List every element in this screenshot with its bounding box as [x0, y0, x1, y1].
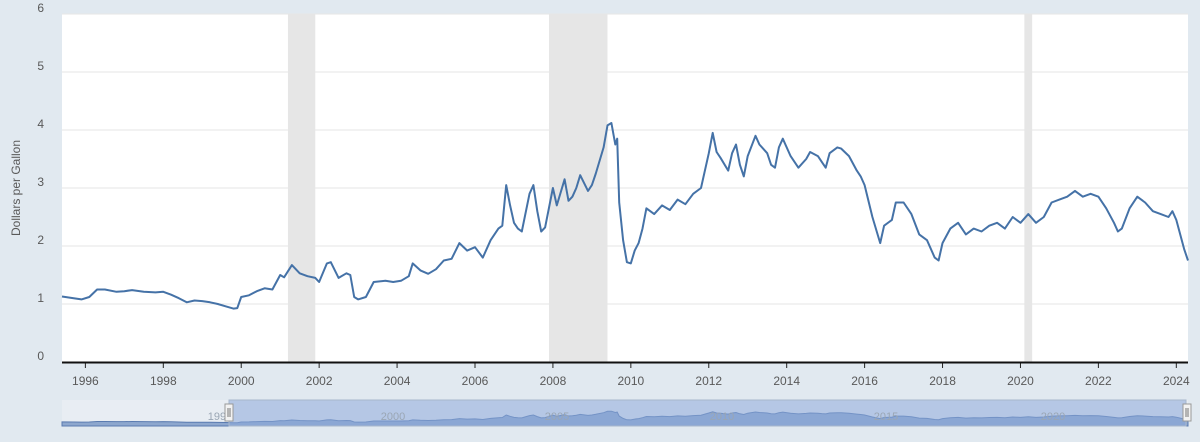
x-tick-label: 2006	[462, 374, 489, 388]
navigator-right-handle[interactable]	[1182, 403, 1192, 422]
y-axis-title: Dollars per Gallon	[9, 140, 23, 236]
y-tick-label: 2	[37, 233, 44, 247]
y-gridlines	[62, 13, 1188, 305]
series-line	[61, 122, 1189, 310]
navigator-year-label: 2000	[381, 411, 405, 423]
navigator-year-labels: 1995 2000 2005 2010 2015 2020	[208, 411, 1065, 423]
y-tick-label: 3	[37, 175, 44, 189]
navigator-year-label: 2015	[874, 411, 898, 423]
navigator-year-label: 2010	[710, 411, 734, 423]
x-axis-ticks: 1996 1998 2000 2002 2004 2006 2008 2010 2012 2014…	[72, 362, 1190, 388]
x-tick-label: 2022	[1085, 374, 1112, 388]
y-tick-label: 5	[37, 59, 44, 73]
y-tick-label: 1	[37, 291, 44, 305]
x-tick-label: 1996	[72, 374, 99, 388]
x-tick-label: 2010	[617, 374, 644, 388]
x-tick-label: 2016	[851, 374, 878, 388]
y-tick-label: 6	[37, 1, 44, 15]
series-layer	[61, 122, 1189, 310]
x-tick-label: 2012	[695, 374, 722, 388]
y-tick-label: 0	[37, 349, 44, 363]
y-axis-ticks: 0 1 2 3 4 5 6	[37, 1, 44, 363]
navigator-left-handle[interactable]	[224, 403, 234, 422]
x-tick-label: 2024	[1163, 374, 1190, 388]
navigator-year-label: 2020	[1041, 411, 1065, 423]
x-tick-label: 2018	[929, 374, 956, 388]
x-tick-label: 2002	[306, 374, 333, 388]
navigator-selected-range[interactable]	[228, 399, 1187, 427]
range-navigator[interactable]: 1995 2000 2005 2010 2015 2020	[61, 399, 1192, 427]
x-tick-label: 2000	[228, 374, 255, 388]
x-tick-label: 1998	[150, 374, 177, 388]
x-tick-label: 2008	[540, 374, 567, 388]
x-tick-label: 2020	[1007, 374, 1034, 388]
y-tick-label: 4	[37, 117, 44, 131]
x-tick-label: 2004	[384, 374, 411, 388]
navigator-year-label: 2005	[545, 411, 569, 423]
x-tick-label: 2014	[773, 374, 800, 388]
